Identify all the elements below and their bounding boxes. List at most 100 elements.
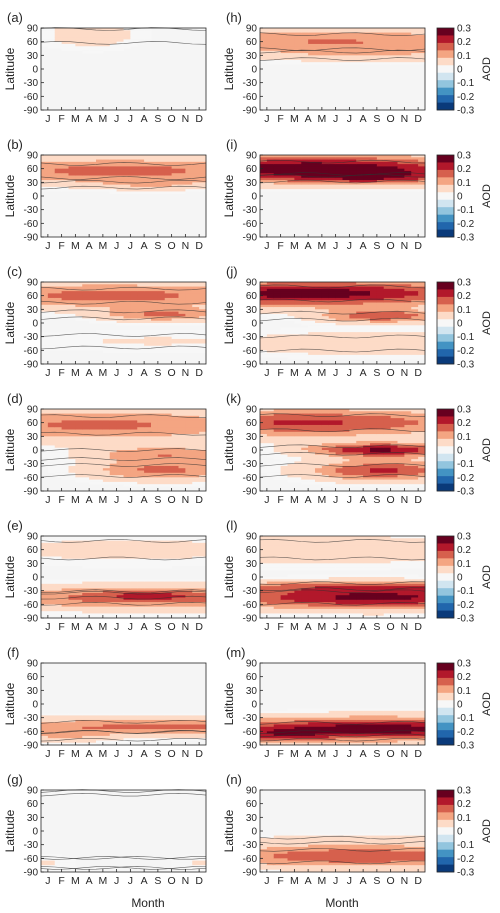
heatmap-cell: [89, 286, 97, 290]
y-tick-label: 0: [32, 446, 38, 457]
heatmap-cell: [321, 352, 330, 356]
heatmap-cell: [349, 184, 357, 188]
heatmap-cell: [137, 588, 145, 592]
heatmap-cell: [61, 558, 69, 562]
heatmap-cell: [96, 34, 104, 38]
heatmap-cell: [383, 341, 392, 344]
heatmap-cell: [157, 424, 166, 428]
heatmap-cell: [349, 50, 357, 54]
heatmap-cell: [75, 166, 83, 170]
heatmap-cell: [185, 420, 193, 424]
heatmap-cell: [151, 735, 159, 739]
heatmap-cell: [96, 475, 104, 478]
heatmap-cell: [47, 39, 56, 43]
heatmap-cell: [308, 334, 316, 338]
heatmap-cell: [390, 175, 398, 179]
heatmap-cell: [144, 39, 152, 43]
heatmap-cell: [68, 300, 76, 303]
heatmap-cell: [109, 481, 118, 485]
heatmap-cell: [321, 189, 330, 192]
heatmap-cell: [47, 341, 56, 344]
heatmap-cell: [199, 297, 207, 301]
heatmap-cell: [178, 431, 186, 435]
heatmap-cell: [273, 316, 282, 319]
heatmap-cell: [137, 479, 145, 483]
heatmap-cell: [75, 170, 83, 174]
heatmap-cell: [287, 39, 295, 43]
y-tick-label: -90: [24, 233, 39, 244]
heatmap-cell: [123, 288, 131, 292]
heatmap-cell: [273, 186, 282, 190]
heatmap-cell: [123, 595, 131, 598]
heatmap-cell: [75, 175, 83, 179]
heatmap-cell: [47, 415, 56, 419]
heatmap-cell: [301, 46, 309, 49]
heatmap-cell: [411, 164, 419, 167]
heatmap-cell: [335, 30, 343, 33]
heatmap-cell: [109, 338, 118, 342]
heatmap-cell: [178, 461, 186, 465]
heatmap-cell: [151, 461, 159, 465]
heatmap-cell: [390, 166, 398, 170]
heatmap-cell: [137, 538, 145, 541]
heatmap-cell: [89, 717, 97, 721]
heatmap-cell: [89, 41, 97, 45]
heatmap-cell: [308, 28, 316, 31]
heatmap-cell: [130, 313, 138, 317]
heatmap-cell: [130, 157, 138, 160]
heatmap-cell: [96, 413, 104, 417]
heatmap-cell: [273, 177, 282, 181]
heatmap-cell: [61, 418, 69, 421]
heatmap-cell: [171, 284, 179, 287]
heatmap-cell: [164, 313, 173, 317]
heatmap-cell: [41, 740, 49, 744]
heatmap-cell: [116, 599, 124, 603]
contour-line: [40, 185, 207, 190]
heatmap-cell: [294, 300, 302, 303]
heatmap-cell: [102, 731, 111, 735]
heatmap-cell: [287, 329, 295, 333]
heatmap-cell: [342, 168, 350, 172]
heatmap-cell: [109, 479, 118, 483]
heatmap-cell: [171, 157, 179, 160]
x-tick-label: D: [195, 367, 203, 379]
heatmap-cell: [130, 173, 138, 176]
heatmap-cell: [356, 177, 364, 181]
heatmap-cell: [151, 599, 159, 603]
heatmap-cell: [116, 597, 124, 601]
heatmap-cell: [199, 334, 207, 338]
heatmap-cell: [137, 445, 145, 449]
heatmap-cell: [130, 434, 138, 437]
heatmap-cell: [294, 297, 302, 301]
heatmap-cell: [61, 295, 69, 299]
heatmap-cell: [383, 336, 392, 340]
heatmap-cell: [280, 327, 288, 331]
heatmap-cell: [185, 551, 193, 555]
heatmap-cell: [75, 307, 83, 310]
heatmap-cell: [123, 161, 131, 165]
heatmap-cell: [192, 862, 200, 866]
heatmap-cell: [178, 465, 186, 469]
heatmap-cell: [102, 309, 111, 313]
heatmap-cell: [61, 470, 69, 474]
heatmap-cell: [404, 293, 412, 297]
heatmap-cell: [102, 418, 111, 421]
heatmap-cell: [321, 325, 330, 328]
heatmap-cell: [199, 479, 207, 483]
heatmap-cell: [61, 175, 69, 179]
heatmap-cell: [144, 434, 152, 437]
heatmap-cell: [376, 323, 385, 326]
heatmap-cell: [342, 343, 350, 347]
heatmap-cell: [342, 177, 350, 181]
heatmap-cell: [130, 538, 138, 541]
heatmap-cell: [68, 46, 76, 49]
heatmap-cell: [342, 304, 350, 308]
heatmap-cell: [89, 424, 97, 428]
heatmap-cell: [199, 536, 207, 539]
heatmap-cell: [116, 182, 124, 186]
heatmap-cell: [144, 336, 152, 340]
heatmap-cell: [157, 186, 166, 190]
heatmap-cell: [157, 293, 166, 297]
heatmap-cell: [321, 155, 330, 158]
heatmap-cell: [199, 450, 207, 453]
